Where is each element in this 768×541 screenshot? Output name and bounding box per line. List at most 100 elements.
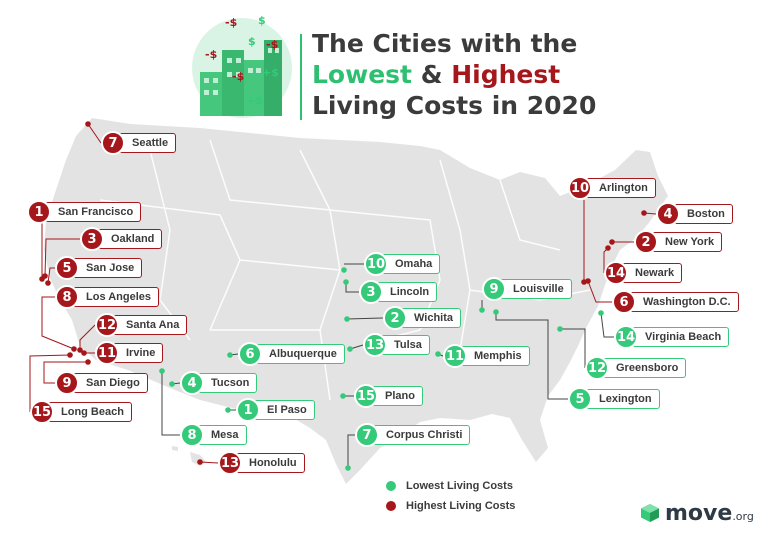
svg-text:-$: -$ xyxy=(225,16,237,29)
city-tulsa: 13 Tulsa xyxy=(363,333,430,357)
rank-badge-oakland: 3 xyxy=(80,227,104,251)
title-line-1: The Cities with the xyxy=(312,29,578,58)
city-label-virginia-beach: Virginia Beach xyxy=(632,327,730,347)
city-honolulu: 13 Honolulu xyxy=(218,451,305,475)
city-albuquerque: 6 Albuquerque xyxy=(238,342,345,366)
title-line-2: Lowest & Highest xyxy=(312,59,612,90)
city-label-el-paso: El Paso xyxy=(254,400,315,420)
city-wichita: 2 Wichita xyxy=(383,306,462,330)
rank-badge-louisville: 9 xyxy=(482,277,506,301)
rank-badge-irvine: 11 xyxy=(95,341,119,365)
title-amp: & xyxy=(412,60,452,89)
city-label-washington-dc: Washington D.C. xyxy=(630,292,739,312)
logo-suffix: .org xyxy=(732,510,754,523)
city-label-san-diego: San Diego xyxy=(73,373,148,393)
city-oakland: 3 Oakland xyxy=(80,227,163,251)
rank-badge-memphis: 11 xyxy=(443,344,467,368)
city-memphis: 11 Memphis xyxy=(443,344,530,368)
rank-badge-greensboro: 12 xyxy=(585,356,609,380)
city-label-arlington: Arlington xyxy=(586,178,656,198)
rank-badge-lincoln: 3 xyxy=(359,280,383,304)
dot-seattle xyxy=(85,121,91,127)
dot-washington-dc xyxy=(585,278,591,284)
city-label-oakland: Oakland xyxy=(98,229,163,249)
city-label-louisville: Louisville xyxy=(500,279,572,299)
city-label-los-angeles: Los Angeles xyxy=(73,287,159,307)
dot-irvine xyxy=(81,350,87,356)
city-san-francisco: 1 San Francisco xyxy=(27,200,142,224)
city-corpus-christi: 7 Corpus Christi xyxy=(355,423,471,447)
cube-logo-icon xyxy=(641,504,659,522)
title-lowest: Lowest xyxy=(312,60,412,89)
city-label-seattle: Seattle xyxy=(119,133,177,153)
svg-text:+$: +$ xyxy=(246,94,263,107)
city-label-tulsa: Tulsa xyxy=(381,335,430,355)
dot-memphis xyxy=(435,351,441,357)
rank-badge-san-diego: 9 xyxy=(55,371,79,395)
dot-virginia-beach xyxy=(598,310,604,316)
rank-badge-seattle: 7 xyxy=(101,131,125,155)
connector-lexington xyxy=(495,312,568,400)
city-dots xyxy=(39,121,647,471)
rank-badge-wichita: 2 xyxy=(383,306,407,330)
rank-badge-corpus-christi: 7 xyxy=(355,423,379,447)
connector-san-diego xyxy=(43,361,88,384)
city-label-santa-ana: Santa Ana xyxy=(113,315,188,335)
city-irvine: 11 Irvine xyxy=(95,341,164,365)
svg-text:$: $ xyxy=(258,14,266,27)
city-washington-dc: 6 Washington D.C. xyxy=(612,290,739,314)
city-greensboro: 12 Greensboro xyxy=(585,356,687,380)
dot-tulsa xyxy=(347,346,353,352)
city-boston: 4 Boston xyxy=(656,202,733,226)
title-divider xyxy=(300,34,302,120)
connector-wichita xyxy=(346,317,384,320)
connector-lines xyxy=(29,123,657,468)
connector-honolulu xyxy=(199,461,219,464)
connector-mesa xyxy=(161,371,180,436)
dot-lincoln xyxy=(343,279,349,285)
dot-greensboro xyxy=(557,326,563,332)
dot-louisville xyxy=(479,307,485,313)
city-santa-ana: 12 Santa Ana xyxy=(95,313,188,337)
dot-corpus-christi xyxy=(345,465,351,471)
dot-newark xyxy=(605,245,611,251)
city-label-mesa: Mesa xyxy=(198,425,247,445)
city-label-greensboro: Greensboro xyxy=(603,358,687,378)
legend-high: Highest Living Costs xyxy=(386,496,515,516)
page-title: The Cities with the Lowest & Highest Liv… xyxy=(312,28,612,121)
city-label-omaha: Omaha xyxy=(382,254,441,274)
city-mesa: 8 Mesa xyxy=(180,423,247,447)
city-el-paso: 1 El Paso xyxy=(236,398,315,422)
dot-san-jose xyxy=(45,280,51,286)
rank-badge-washington-dc: 6 xyxy=(612,290,636,314)
city-label-boston: Boston xyxy=(674,204,733,224)
city-arlington: 10 Arlington xyxy=(568,176,656,200)
rank-badge-san-jose: 5 xyxy=(55,256,79,280)
city-label-lincoln: Lincoln xyxy=(377,282,438,302)
connector-san-jose xyxy=(47,267,55,284)
legend: Lowest Living Costs Highest Living Costs xyxy=(386,476,515,516)
city-long-beach: 15 Long Beach xyxy=(30,400,132,424)
connector-virginia-beach xyxy=(600,312,614,338)
rank-badge-lexington: 5 xyxy=(568,387,592,411)
state-borders xyxy=(99,139,591,401)
connector-santa-ana xyxy=(79,324,96,350)
dot-honolulu xyxy=(197,459,203,465)
rank-badge-arlington: 10 xyxy=(568,176,592,200)
dot-omaha xyxy=(341,267,347,273)
connector-los-angeles xyxy=(41,296,75,350)
move-logo: move .org xyxy=(640,500,754,526)
dot-albuquerque xyxy=(227,352,233,358)
legend-low-label: Lowest Living Costs xyxy=(406,480,513,492)
dot-santa-ana xyxy=(77,347,83,353)
city-plano: 15 Plano xyxy=(354,384,423,408)
dot-oakland xyxy=(42,273,48,279)
rank-badge-tucson: 4 xyxy=(180,371,204,395)
city-label-lexington: Lexington xyxy=(586,389,660,409)
connector-oakland xyxy=(44,238,80,277)
legend-low-dot xyxy=(386,481,396,491)
dot-boston xyxy=(641,210,647,216)
city-seattle: 7 Seattle xyxy=(101,131,177,155)
dot-los-angeles xyxy=(71,346,77,352)
city-label-newark: Newark xyxy=(622,263,683,283)
